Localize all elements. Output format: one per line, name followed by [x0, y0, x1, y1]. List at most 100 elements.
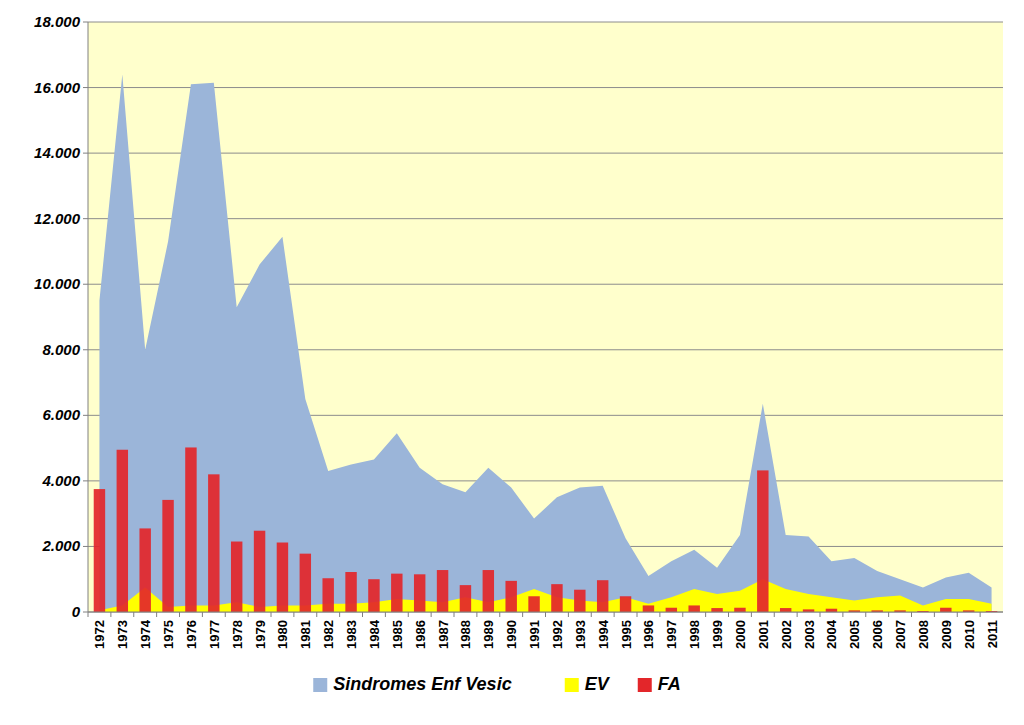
- legend-label: Sindromes Enf Vesic: [333, 674, 511, 694]
- grid-line: [88, 87, 1003, 88]
- x-tick-mark: [705, 612, 706, 617]
- x-tick-mark: [431, 612, 432, 617]
- x-tick-label: 1994: [596, 619, 611, 649]
- x-tick-label: 2005: [847, 620, 862, 649]
- x-tick-mark: [568, 612, 569, 617]
- tick-mark: [83, 153, 88, 154]
- tick-mark: [83, 22, 88, 23]
- x-tick-label: 1986: [413, 620, 428, 649]
- x-tick-mark: [248, 612, 249, 617]
- grid-line: [88, 22, 1003, 23]
- x-tick-mark: [774, 612, 775, 617]
- x-tick-label: 1980: [275, 620, 290, 649]
- x-tick-mark: [865, 612, 866, 617]
- x-tick-mark: [385, 612, 386, 617]
- y-tick-label: 18.000: [34, 13, 81, 30]
- x-tick-label: 1988: [458, 620, 473, 649]
- bar: [117, 450, 128, 612]
- bar: [414, 574, 425, 612]
- x-tick-mark: [499, 612, 500, 617]
- x-tick-label: 1996: [641, 620, 656, 649]
- x-tick-mark: [179, 612, 180, 617]
- bar: [574, 590, 585, 612]
- x-tick-mark: [751, 612, 752, 617]
- x-tick-mark: [934, 612, 935, 617]
- bar: [551, 584, 562, 612]
- tick-mark: [83, 415, 88, 416]
- x-tick-label: 1978: [230, 620, 245, 649]
- x-tick-mark: [842, 612, 843, 617]
- x-tick-label: 1990: [504, 620, 519, 649]
- x-tick-label: 1991: [527, 620, 542, 649]
- tick-mark: [83, 612, 88, 613]
- x-tick-mark: [362, 612, 363, 617]
- x-tick-mark: [476, 612, 477, 617]
- x-tick-label: 2011: [985, 620, 1000, 648]
- bar: [368, 579, 379, 612]
- x-tick-label: 1989: [481, 620, 496, 649]
- y-tick-label: 12.000: [34, 210, 81, 227]
- x-tick-label: 1993: [573, 620, 588, 649]
- x-tick-label: 1977: [207, 620, 222, 649]
- x-tick-mark: [202, 612, 203, 617]
- y-tick-label: 14.000: [34, 144, 81, 161]
- bar: [300, 554, 311, 612]
- bar: [734, 608, 745, 612]
- bar: [437, 570, 448, 612]
- x-tick-mark: [614, 612, 615, 617]
- x-tick-mark: [980, 612, 981, 617]
- x-tick-label: 1975: [161, 620, 176, 649]
- bar: [940, 608, 951, 612]
- bar: [139, 528, 150, 612]
- bar: [322, 578, 333, 612]
- x-tick-mark: [339, 612, 340, 617]
- x-tick-label: 1974: [138, 619, 153, 649]
- x-tick-mark: [797, 612, 798, 617]
- bar: [620, 596, 631, 612]
- tick-mark: [83, 546, 88, 547]
- x-tick-label: 1987: [436, 620, 451, 649]
- x-tick-label: 1972: [92, 620, 107, 649]
- bar: [185, 447, 196, 612]
- x-tick-label: 1999: [710, 620, 725, 649]
- x-tick-mark: [911, 612, 912, 617]
- x-tick-mark: [957, 612, 958, 617]
- y-tick-label: 8.000: [42, 341, 80, 358]
- bar: [162, 500, 173, 612]
- x-tick-label: 2001: [756, 620, 771, 649]
- legend-label: FA: [658, 674, 681, 694]
- bar: [94, 489, 105, 612]
- x-tick-mark: [293, 612, 294, 617]
- legend: Sindromes Enf VesicEVFA: [313, 674, 681, 694]
- x-tick-label: 1976: [184, 620, 199, 649]
- x-tick-mark: [682, 612, 683, 617]
- x-tick-label: 1982: [321, 620, 336, 649]
- x-tick-label: 2010: [962, 620, 977, 649]
- x-tick-mark: [545, 612, 546, 617]
- x-tick-label: 1984: [367, 619, 382, 649]
- bar: [643, 605, 654, 612]
- x-tick-mark: [888, 612, 889, 617]
- y-tick-label: 10.000: [34, 275, 81, 292]
- x-tick-mark: [133, 612, 134, 617]
- bar: [688, 605, 699, 612]
- y-tick-label: 6.000: [42, 406, 80, 423]
- area: [99, 74, 991, 612]
- x-tick-mark: [156, 612, 157, 617]
- x-tick-mark: [522, 612, 523, 617]
- x-tick-mark: [408, 612, 409, 617]
- y-tick-label: 0: [72, 603, 81, 620]
- x-tick-mark: [88, 612, 89, 617]
- bar: [757, 470, 768, 612]
- grid-line: [88, 153, 1003, 154]
- legend-swatch: [638, 678, 652, 692]
- x-tick-label: 1985: [390, 620, 405, 649]
- x-tick-mark: [225, 612, 226, 617]
- x-tick-mark: [454, 612, 455, 617]
- x-tick-mark: [728, 612, 729, 617]
- bar: [483, 570, 494, 612]
- bar: [254, 531, 265, 612]
- bar: [780, 608, 791, 612]
- x-tick-label: 1992: [550, 620, 565, 649]
- x-tick-label: 2002: [779, 620, 794, 649]
